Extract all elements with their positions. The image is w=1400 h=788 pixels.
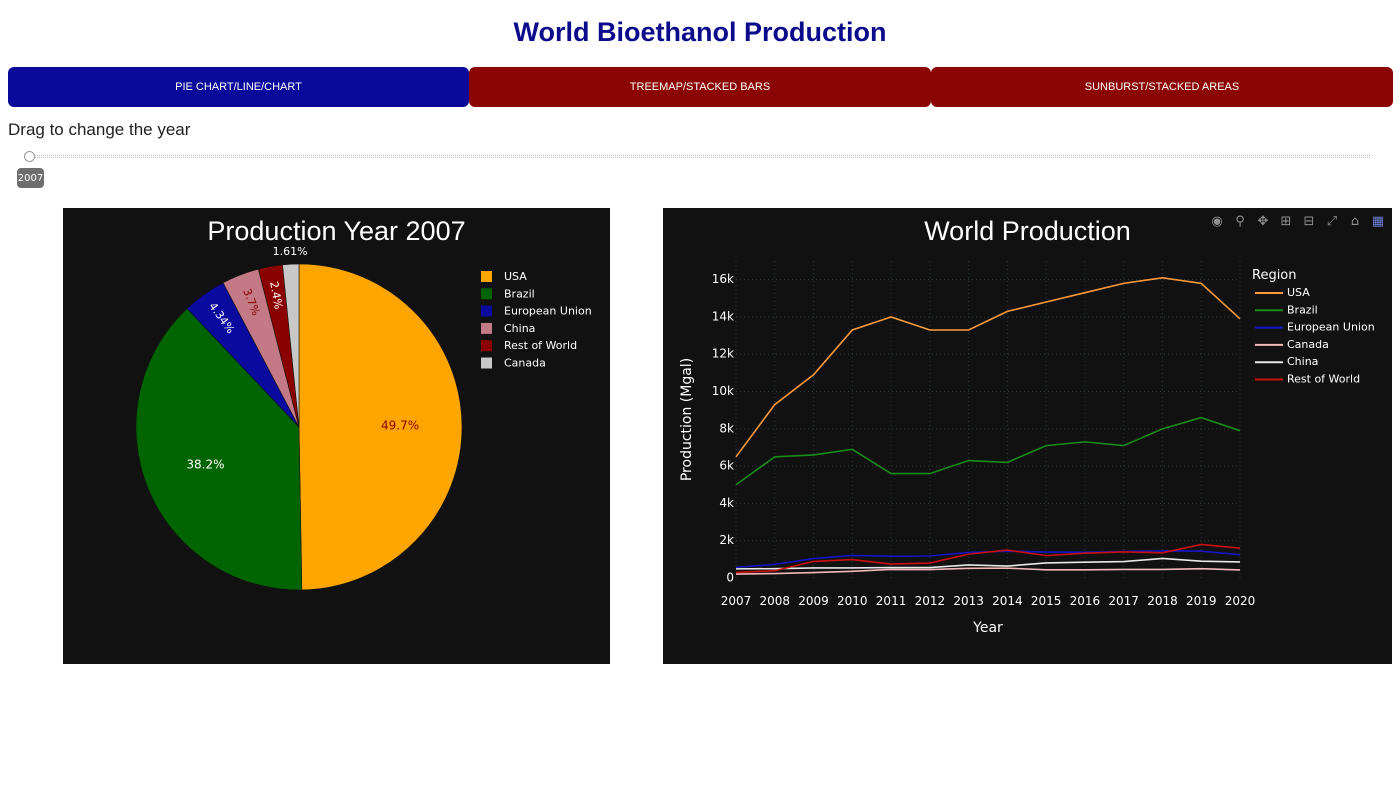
- y-tick-label: 6k: [719, 459, 734, 473]
- line-chart: 0 2k 4k 6k 8k 10k 12k 14k 16k 2007 2008 2009 2010 201…: [679, 261, 1375, 636]
- x-tick-label: 2012: [915, 594, 946, 608]
- pie-chart: 49.7%38.2%4.34% 3.7% 2.4%1.61%USABrazilEur…: [135, 245, 592, 591]
- pie-legend-swatch[interactable]: [481, 322, 492, 334]
- y-tick-label: 4k: [719, 496, 734, 510]
- plotly-logo-icon[interactable]: ▦: [1371, 214, 1385, 229]
- x-tick-label: 2016: [1070, 594, 1101, 608]
- pie-slice-brazil[interactable]: [135, 308, 303, 591]
- pie-legend-swatch[interactable]: [481, 271, 492, 282]
- zoom-in-icon[interactable]: ⊞: [1280, 214, 1292, 229]
- pie-legend-label[interactable]: Canada: [504, 357, 546, 370]
- x-axis-title: Year: [972, 620, 1003, 636]
- series-line-china[interactable]: [735, 557, 1241, 570]
- pie-legend-swatch[interactable]: [481, 340, 492, 352]
- pie-legend-swatch[interactable]: [481, 305, 492, 317]
- pie-label-brazil: 38.2%: [186, 458, 224, 472]
- camera-icon[interactable]: ◉: [1211, 214, 1223, 229]
- pie-slice-usa[interactable]: [298, 263, 463, 591]
- x-tick-label: 2017: [1108, 594, 1139, 608]
- tab-pie-line-chart[interactable]: PIE CHART/LINE/CHART: [8, 67, 469, 107]
- legend-label[interactable]: Brazil: [1287, 303, 1318, 316]
- legend-label[interactable]: Rest of World: [1287, 373, 1360, 386]
- y-tick-label: 14k: [712, 309, 734, 323]
- x-tick-label: 2008: [759, 594, 790, 608]
- autoscale-icon[interactable]: ⤢: [1326, 214, 1338, 229]
- page-title: World Bioethanol Production: [513, 17, 887, 47]
- pie-legend-label[interactable]: Rest of World: [504, 339, 577, 352]
- pie-legend-label[interactable]: China: [504, 322, 535, 335]
- x-tick-label: 2011: [876, 594, 907, 608]
- zoom-out-icon[interactable]: ⊟: [1303, 214, 1315, 229]
- pie-legend-label[interactable]: Brazil: [504, 287, 535, 300]
- pan-icon[interactable]: ✥: [1257, 214, 1269, 229]
- pie-chart-title: Production Year 2007: [207, 216, 466, 246]
- pie-label-rest-of-world: 2.4%: [267, 280, 285, 310]
- tab-sunburst-stacked-areas[interactable]: SUNBURST/STACKED AREAS: [931, 67, 1393, 107]
- legend-label[interactable]: Canada: [1287, 338, 1329, 351]
- x-tick-label: 2018: [1147, 594, 1178, 608]
- legend-label[interactable]: European Union: [1287, 321, 1375, 334]
- x-tick-label: 2009: [798, 594, 829, 608]
- pie-slice-canada[interactable]: [282, 263, 300, 428]
- pie-label-canada: 1.61%: [273, 245, 308, 258]
- x-tick-label: 2013: [953, 594, 984, 608]
- reset-axes-icon[interactable]: ⌂: [1350, 214, 1360, 229]
- x-tick-label: 2007: [721, 594, 752, 608]
- legend-title: Region: [1252, 268, 1297, 283]
- y-tick-label: 2k: [719, 533, 734, 547]
- year-slider-value: 2007: [17, 168, 44, 188]
- slider-label: Drag to change the year: [8, 120, 191, 139]
- pie-legend-swatch[interactable]: [481, 357, 492, 369]
- x-tick-label: 2020: [1225, 594, 1256, 608]
- y-tick-label: 10k: [712, 384, 734, 398]
- x-tick-label: 2019: [1186, 594, 1217, 608]
- x-tick-label: 2010: [837, 594, 868, 608]
- y-tick-label: 0: [726, 571, 734, 585]
- y-tick-label: 12k: [712, 347, 734, 361]
- series-line-usa[interactable]: [735, 276, 1241, 458]
- pie-legend-label[interactable]: European Union: [504, 305, 592, 318]
- series-line-rest-of-world[interactable]: [735, 543, 1241, 574]
- legend-label[interactable]: China: [1287, 355, 1318, 368]
- year-slider-handle[interactable]: [24, 151, 35, 162]
- zoom-icon[interactable]: ⚲: [1235, 214, 1245, 229]
- year-slider-track[interactable]: [30, 155, 1370, 158]
- y-tick-label: 16k: [712, 272, 734, 286]
- modebar: ◉ ⚲ ✥ ⊞ ⊟ ⤢ ⌂ ▦: [1209, 214, 1386, 229]
- x-tick-label: 2015: [1031, 594, 1062, 608]
- line-chart-title: World Production: [924, 216, 1131, 246]
- legend-label[interactable]: USA: [1287, 286, 1310, 299]
- tab-treemap-stacked-bars[interactable]: TREEMAP/STACKED BARS: [469, 67, 931, 107]
- line-chart-panel: World Production ◉ ⚲ ✥ ⊞ ⊟ ⤢ ⌂ ▦ 0 2k 4k 6k…: [663, 208, 1392, 664]
- pie-legend-label[interactable]: USA: [504, 270, 527, 283]
- pie-legend-swatch[interactable]: [481, 288, 492, 300]
- series-line-canada[interactable]: [735, 567, 1241, 575]
- y-tick-label: 8k: [719, 421, 734, 435]
- pie-chart-panel: Production Year 2007 49.7% 38.2% 4.34% 3.7%…: [63, 208, 610, 664]
- x-tick-label: 2014: [992, 594, 1023, 608]
- pie-label-usa: 49.7%: [381, 419, 419, 433]
- y-axis-title: Production (Mgal): [679, 358, 695, 481]
- series-line-brazil[interactable]: [735, 416, 1241, 486]
